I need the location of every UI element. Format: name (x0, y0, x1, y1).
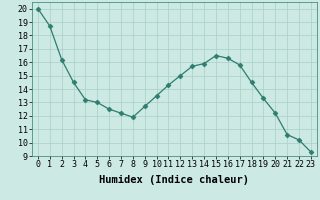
X-axis label: Humidex (Indice chaleur): Humidex (Indice chaleur) (100, 175, 249, 185)
